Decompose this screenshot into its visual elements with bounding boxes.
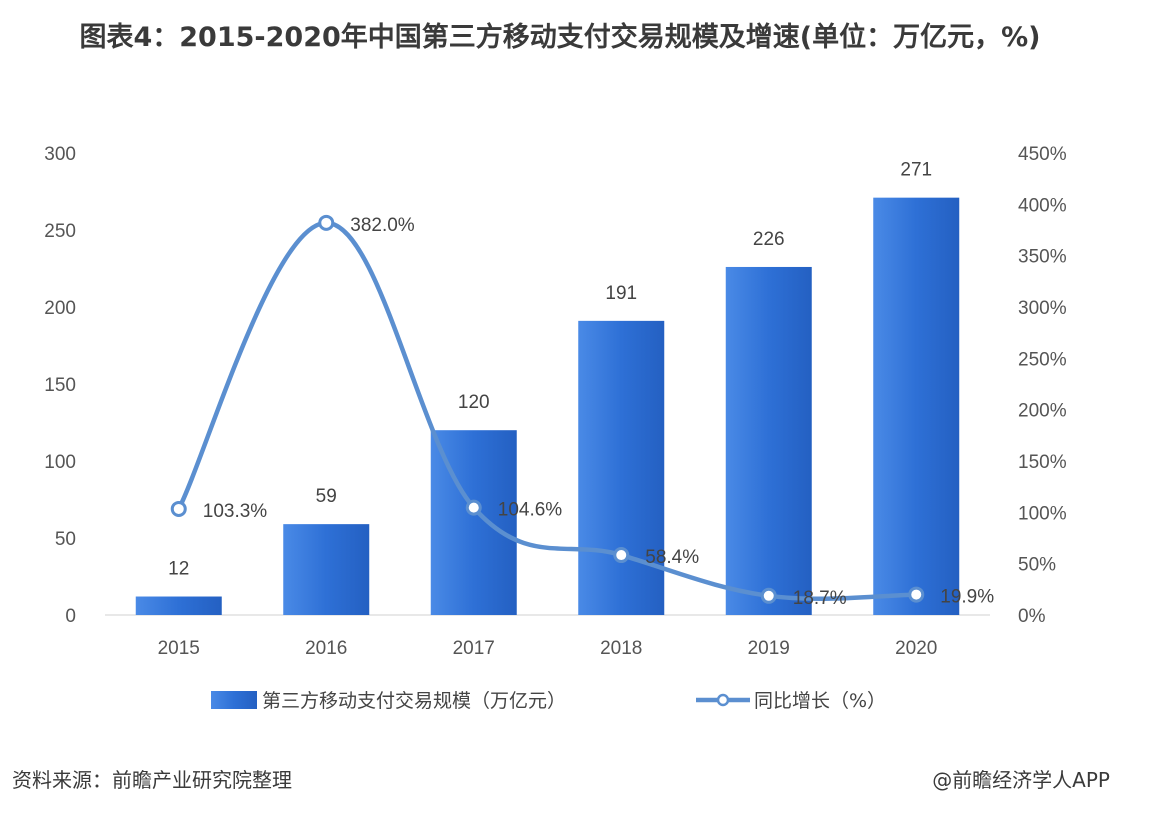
growth-value-label: 18.7% xyxy=(793,588,847,609)
left-y-axis: 0 50 100 150 200 250 300 xyxy=(44,144,76,627)
bar xyxy=(578,320,665,615)
bar xyxy=(725,266,812,615)
bar-value-label: 271 xyxy=(900,160,932,181)
right-tick-label: 0% xyxy=(1018,606,1046,627)
legend-line-marker xyxy=(716,693,730,707)
right-tick-label: 200% xyxy=(1018,401,1067,422)
right-tick-label: 100% xyxy=(1018,503,1067,524)
right-tick-label: 350% xyxy=(1018,247,1067,268)
left-tick-label: 0 xyxy=(65,606,76,627)
left-tick-label: 50 xyxy=(55,529,76,550)
growth-value-label: 104.6% xyxy=(498,500,563,521)
bar xyxy=(873,197,960,615)
bar-value-label: 12 xyxy=(168,559,189,580)
x-tick-label: 2018 xyxy=(600,638,642,659)
growth-point xyxy=(613,547,630,564)
x-tick-label: 2017 xyxy=(453,638,495,659)
right-y-axis: 0% 50% 100% 150% 200% 250% 300% 350% 400% 450% xyxy=(1018,144,1067,627)
growth-point xyxy=(465,499,482,516)
growth-value-label: 19.9% xyxy=(940,587,994,608)
growth-point xyxy=(908,586,925,603)
right-tick-label: 400% xyxy=(1018,195,1067,216)
growth-value-label: 103.3% xyxy=(203,501,268,522)
right-tick-label: 50% xyxy=(1018,555,1056,576)
x-tick-label: 2019 xyxy=(748,638,790,659)
growth-value-label: 58.4% xyxy=(645,547,699,568)
left-tick-label: 300 xyxy=(44,144,76,165)
legend-bar-label: 第三方移动支付交易规模（万亿元） xyxy=(262,690,566,712)
x-tick-label: 2016 xyxy=(305,638,347,659)
x-tick-label: 2015 xyxy=(158,638,200,659)
chart-title: 图表4：2015-2020年中国第三方移动支付交易规模及增速(单位：万亿元，%) xyxy=(79,22,1041,53)
legend-line-label: 同比增长（%） xyxy=(754,690,886,712)
bar-value-label: 191 xyxy=(605,283,637,304)
bar-value-label: 120 xyxy=(458,392,490,413)
x-axis-labels: 2015 2016 2017 2018 2019 2020 xyxy=(158,638,938,659)
left-tick-label: 150 xyxy=(44,375,76,396)
source-note: 资料来源：前瞻产业研究院整理 xyxy=(12,768,292,792)
x-tick-label: 2020 xyxy=(895,638,937,659)
left-tick-label: 100 xyxy=(44,452,76,473)
growth-point xyxy=(760,587,777,604)
bar-series xyxy=(135,197,960,615)
right-tick-label: 150% xyxy=(1018,452,1067,473)
bar-value-labels: 12 59 120 191 226 271 xyxy=(168,160,932,580)
bar-value-label: 59 xyxy=(316,486,337,507)
legend-bar-swatch xyxy=(211,691,257,709)
legend: 第三方移动支付交易规模（万亿元） 同比增长（%） xyxy=(211,690,886,712)
right-tick-label: 300% xyxy=(1018,298,1067,319)
left-tick-label: 200 xyxy=(44,298,76,319)
growth-value-label: 382.0% xyxy=(350,215,415,236)
bar-value-label: 226 xyxy=(753,229,785,250)
left-tick-label: 250 xyxy=(44,221,76,242)
credit-note: @前瞻经济学人APP xyxy=(932,768,1110,792)
growth-point xyxy=(170,500,187,517)
growth-line-series: 103.3% 382.0% 104.6% 58.4% 18.7% 19.9% xyxy=(170,214,994,609)
bar xyxy=(135,596,222,615)
growth-point xyxy=(318,214,335,231)
right-tick-label: 250% xyxy=(1018,349,1067,370)
bar xyxy=(283,524,370,615)
right-tick-label: 450% xyxy=(1018,144,1067,165)
